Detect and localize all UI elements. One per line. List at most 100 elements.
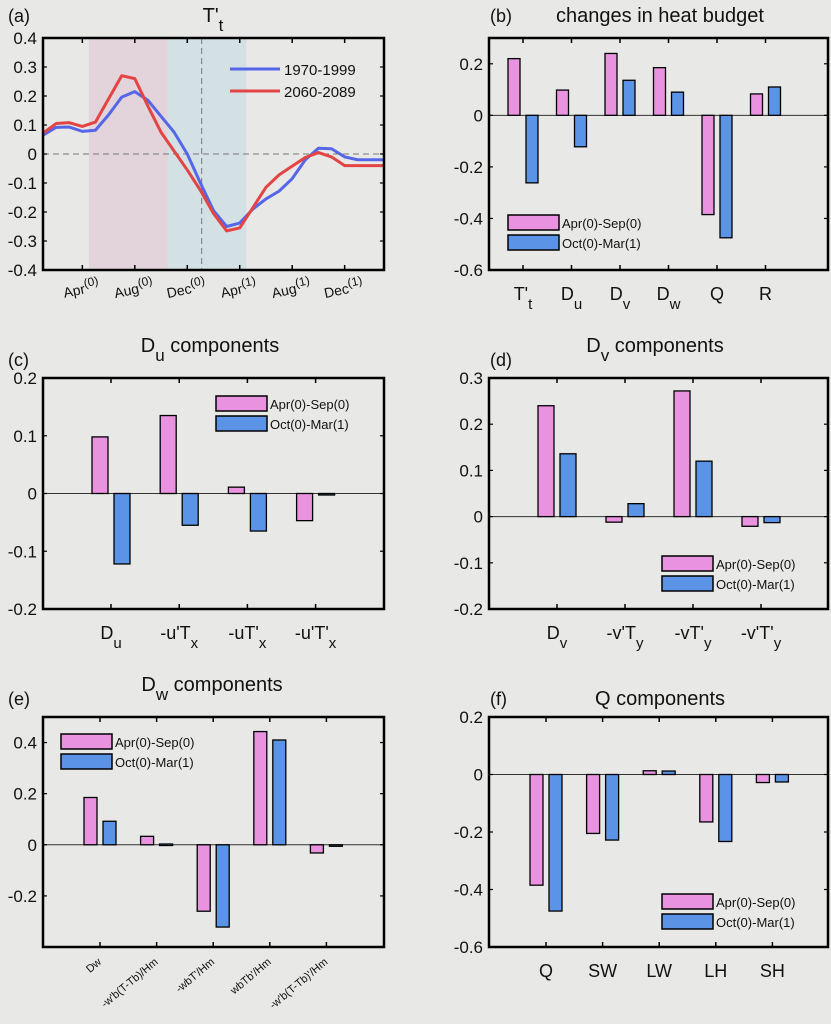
panel-title: Du components (141, 335, 279, 365)
x-category-label-sub: y (774, 635, 782, 652)
bar-oct-mar (525, 114, 539, 184)
panel-label: (d) (490, 350, 512, 370)
bar-oct-mar (317, 492, 336, 496)
y-tick-label: 0 (28, 145, 37, 164)
x-category-label-main: SH (760, 961, 785, 981)
panel-title: Dw components (141, 674, 282, 704)
legend-label: Oct(0)-Mar(1) (716, 915, 795, 930)
y-tick-label: 0.1 (13, 116, 37, 135)
x-category-label-main: D (547, 623, 560, 643)
panel-label: (f) (490, 689, 507, 709)
x-tick-label: Aug(0) (112, 273, 155, 301)
y-tick-label: 0 (474, 508, 483, 527)
legend-swatch-apr-sep (215, 395, 268, 412)
bar-apr-sep (91, 436, 109, 495)
bar-apr-sep (196, 844, 211, 912)
legend-label: Apr(0)-Sep(0) (270, 397, 349, 412)
legend-label: 2060-2089 (284, 84, 356, 101)
bar-oct-mar (627, 503, 645, 518)
x-category-label: -u'Tx (160, 623, 198, 652)
x-tick-label-month: Apr (62, 280, 87, 300)
x-tick-label: Apr(0) (61, 274, 101, 301)
bar-oct-mar (719, 114, 733, 239)
bar-oct-mar (113, 492, 131, 565)
y-tick-label: -0.3 (8, 232, 37, 251)
panel-title-main: D (141, 335, 155, 357)
y-tick-label: -0.2 (8, 887, 37, 906)
bar-apr-sep (507, 57, 521, 116)
x-tick-label: Apr(1) (218, 274, 258, 301)
x-tick-label-year: (1) (240, 274, 257, 291)
x-category-label-main: D (561, 284, 574, 304)
bar-oct-mar (622, 79, 636, 116)
panel-label: (e) (8, 689, 30, 709)
panel-c-du-components-bar-chart: Du-u'Tx-uT'x-u'T'x-0.2-0.100.10.2(c)Du c… (8, 335, 386, 652)
panel-title: changes in heat budget (556, 5, 764, 27)
y-tick-label: -0.6 (454, 938, 483, 957)
bar-apr-sep (652, 66, 667, 116)
x-category-label-main: SW (588, 961, 617, 981)
x-category-label-sub: u (113, 635, 121, 652)
axes-frame (487, 376, 830, 611)
bar-apr-sep (585, 773, 601, 835)
bar-apr-sep (673, 390, 691, 518)
x-category-label-main: T' (514, 284, 528, 304)
bar-apr-sep (741, 515, 759, 527)
x-tick-label-month: Dec (323, 280, 351, 301)
axes-frame (487, 36, 830, 272)
x-category-label: Dv (610, 284, 631, 313)
x-category-label: -v'T'y (741, 623, 782, 652)
x-category-label: SH (760, 961, 785, 981)
panel-title-sub: v (601, 346, 610, 365)
legend-label: Oct(0)-Mar(1) (115, 755, 194, 770)
legend-label: 1970-1999 (284, 62, 356, 79)
panel-title-sub: w (155, 685, 169, 704)
legend-label: Apr(0)-Sep(0) (716, 895, 795, 910)
legend-label: Apr(0)-Sep(0) (115, 735, 194, 750)
bar-apr-sep (253, 730, 268, 846)
x-tick-label: Dec(1) (322, 273, 365, 301)
bar-oct-mar (272, 739, 287, 846)
legend-swatch-oct-mar (661, 913, 714, 930)
y-tick-label: 0.3 (13, 58, 37, 77)
x-tick-label-year: (0) (82, 274, 99, 291)
legend-label: Oct(0)-Mar(1) (562, 236, 641, 251)
bar-apr-sep (529, 773, 544, 886)
bar-oct-mar (661, 770, 676, 776)
x-category-label: Du (561, 284, 582, 313)
x-category-label: Q (710, 284, 724, 304)
legend-label: Oct(0)-Mar(1) (270, 417, 349, 432)
bar-oct-mar (548, 773, 563, 912)
bar-apr-sep (699, 773, 714, 823)
x-category-label: -v'Ty (607, 623, 644, 652)
x-category-label-main: -vT' (675, 623, 704, 643)
y-tick-label: -0.1 (8, 174, 37, 193)
x-category-label: -u'T'x (295, 623, 337, 652)
legend-swatch-oct-mar (661, 575, 714, 592)
bar-oct-mar (763, 515, 781, 524)
x-category-label-main: D (100, 623, 113, 643)
x-category-label: -uT'x (228, 623, 266, 652)
bar-oct-mar (695, 460, 713, 518)
y-tick-label: 0.1 (13, 427, 37, 446)
bar-apr-sep (604, 52, 618, 116)
x-category-label-sub: v (623, 296, 631, 313)
bar-oct-mar (158, 843, 174, 847)
y-tick-label: -0.2 (454, 158, 483, 177)
panel-d-dv-components-bar-chart: Dv-v'Ty-vT'y-v'T'y-0.2-0.100.10.20.3(d)D… (454, 335, 830, 652)
panel-title-main: D (141, 674, 155, 696)
bar-apr-sep (701, 114, 715, 216)
bar-oct-mar (573, 114, 588, 148)
bar-oct-mar (102, 820, 117, 846)
x-tick-label-month: Aug (270, 280, 298, 301)
x-category-label-main: -v'T (607, 623, 636, 643)
y-tick-label: -0.2 (8, 203, 37, 222)
legend-swatch-oct-mar (215, 415, 268, 432)
bar-apr-sep (139, 835, 155, 846)
x-category-label: R (759, 284, 772, 304)
y-tick-label: 0 (28, 836, 37, 855)
x-category-label-sub: x (329, 635, 337, 652)
bar-oct-mar (249, 492, 268, 532)
panel-title: Q components (595, 688, 725, 710)
